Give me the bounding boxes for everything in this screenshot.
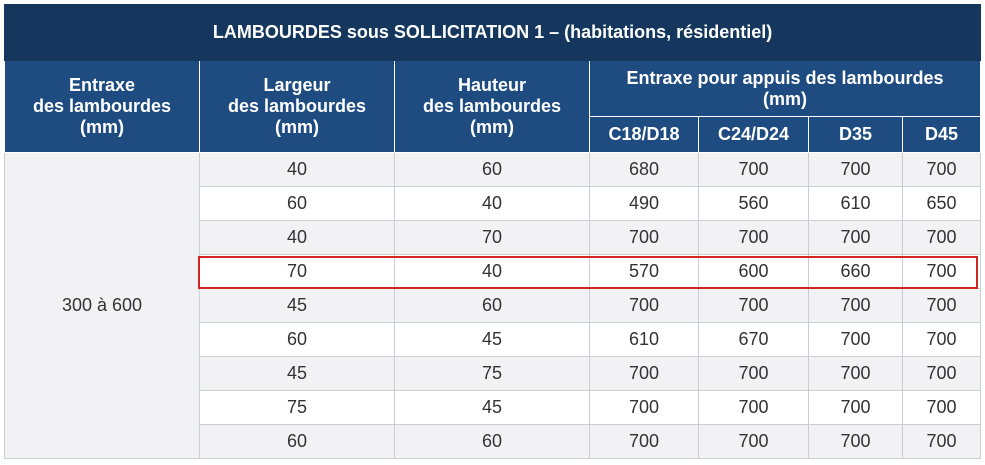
value-cell: 700 [901, 424, 982, 459]
value-cell: 700 [589, 288, 699, 323]
value-cell: 650 [901, 186, 982, 221]
value-cell: 660 [808, 254, 903, 289]
largeur-cell: 45 [199, 356, 395, 391]
header-line: Entraxe [68, 75, 136, 95]
entraxe-value-cell: 300 à 600 [4, 152, 200, 459]
header-line: des lambourdes [422, 96, 562, 116]
value-cell: 700 [808, 288, 903, 323]
value-cell: 700 [808, 390, 903, 425]
hauteur-cell: 45 [394, 390, 590, 425]
table-row: 300 à 600 40 60 680 700 700 700 [4, 152, 982, 459]
value-cell: 700 [808, 356, 903, 391]
table-row: 60 45 610 670 700 700 [5, 322, 982, 357]
hauteur-cell: 75 [394, 356, 590, 391]
value-cell: 700 [901, 322, 982, 357]
table-row: 60 40 490 560 610 650 [5, 186, 982, 221]
largeur-cell: 70 [199, 254, 395, 289]
value-cell: 610 [808, 186, 903, 221]
value-cell: 610 [589, 322, 699, 357]
value-cell: 700 [901, 220, 982, 255]
value-cell: 700 [589, 220, 699, 255]
header-line: Entraxe pour appuis des lambourdes [626, 67, 944, 88]
header-hauteur: Hauteur des lambourdes (mm) [394, 60, 590, 153]
value-cell: 700 [808, 322, 903, 357]
value-cell: 700 [589, 390, 699, 425]
hauteur-cell: 40 [394, 254, 590, 289]
largeur-cell: 60 [199, 322, 395, 357]
header-line: des lambourdes [227, 96, 367, 116]
header-entraxe-lambourdes: Entraxe des lambourdes (mm) [4, 60, 200, 153]
hauteur-cell: 45 [394, 322, 590, 357]
table-row: 45 60 700 700 700 700 [5, 288, 982, 323]
table-row: 40 70 700 700 700 700 [5, 220, 982, 255]
hauteur-cell: 70 [394, 220, 590, 255]
header-line: des lambourdes [32, 96, 172, 116]
table-row: 45 75 700 700 700 700 [5, 356, 982, 391]
value-cell: 700 [901, 390, 982, 425]
value-cell: 700 [901, 152, 982, 187]
header-line: (mm) [763, 88, 808, 109]
largeur-cell: 45 [199, 288, 395, 323]
header-class-c24-d24: C24/D24 [698, 116, 809, 153]
value-cell: 700 [808, 424, 903, 459]
largeur-cell: 60 [199, 424, 395, 459]
value-cell: 700 [589, 424, 699, 459]
value-cell: 700 [698, 152, 809, 187]
value-cell: 670 [698, 322, 809, 357]
table-title: LAMBOURDES sous SOLLICITATION 1 – (habit… [3, 4, 982, 61]
value-cell: 680 [589, 152, 699, 187]
hauteur-cell: 40 [394, 186, 590, 221]
header-line: Largeur [263, 75, 331, 95]
largeur-cell: 60 [199, 186, 395, 221]
largeur-cell: 40 [199, 152, 395, 187]
header-line: (mm) [470, 117, 514, 137]
value-cell: 600 [698, 254, 809, 289]
value-cell: 700 [698, 356, 809, 391]
value-cell: 700 [901, 288, 982, 323]
header-line: (mm) [80, 117, 124, 137]
value-cell: 700 [808, 152, 903, 187]
table-row: 60 60 700 700 700 700 [5, 424, 982, 459]
value-cell: 700 [901, 356, 982, 391]
largeur-cell: 40 [199, 220, 395, 255]
value-cell: 570 [589, 254, 699, 289]
value-cell: 700 [698, 424, 809, 459]
value-cell: 700 [808, 220, 903, 255]
table-row-highlighted: 70 40 570 600 660 700 [5, 254, 982, 289]
largeur-cell: 75 [199, 390, 395, 425]
hauteur-cell: 60 [394, 288, 590, 323]
header-line: (mm) [275, 117, 319, 137]
header-largeur: Largeur des lambourdes (mm) [199, 60, 395, 153]
header-appuis: Entraxe pour appuis des lambourdes (mm) [588, 60, 982, 117]
hauteur-cell: 60 [394, 152, 590, 187]
value-cell: 700 [698, 288, 809, 323]
header-class-c18-d18: C18/D18 [589, 116, 699, 153]
table-row: 75 45 700 700 700 700 [5, 390, 982, 425]
value-cell: 700 [698, 390, 809, 425]
header-line: Hauteur [457, 75, 526, 95]
value-cell: 700 [698, 220, 809, 255]
header-class-d45: D45 [901, 116, 982, 153]
value-cell: 490 [589, 186, 699, 221]
value-cell: 700 [901, 254, 982, 289]
lambourdes-table: LAMBOURDES sous SOLLICITATION 1 – (habit… [3, 4, 982, 459]
value-cell: 560 [698, 186, 809, 221]
hauteur-cell: 60 [394, 424, 590, 459]
header-class-d35: D35 [808, 116, 903, 153]
value-cell: 700 [589, 356, 699, 391]
